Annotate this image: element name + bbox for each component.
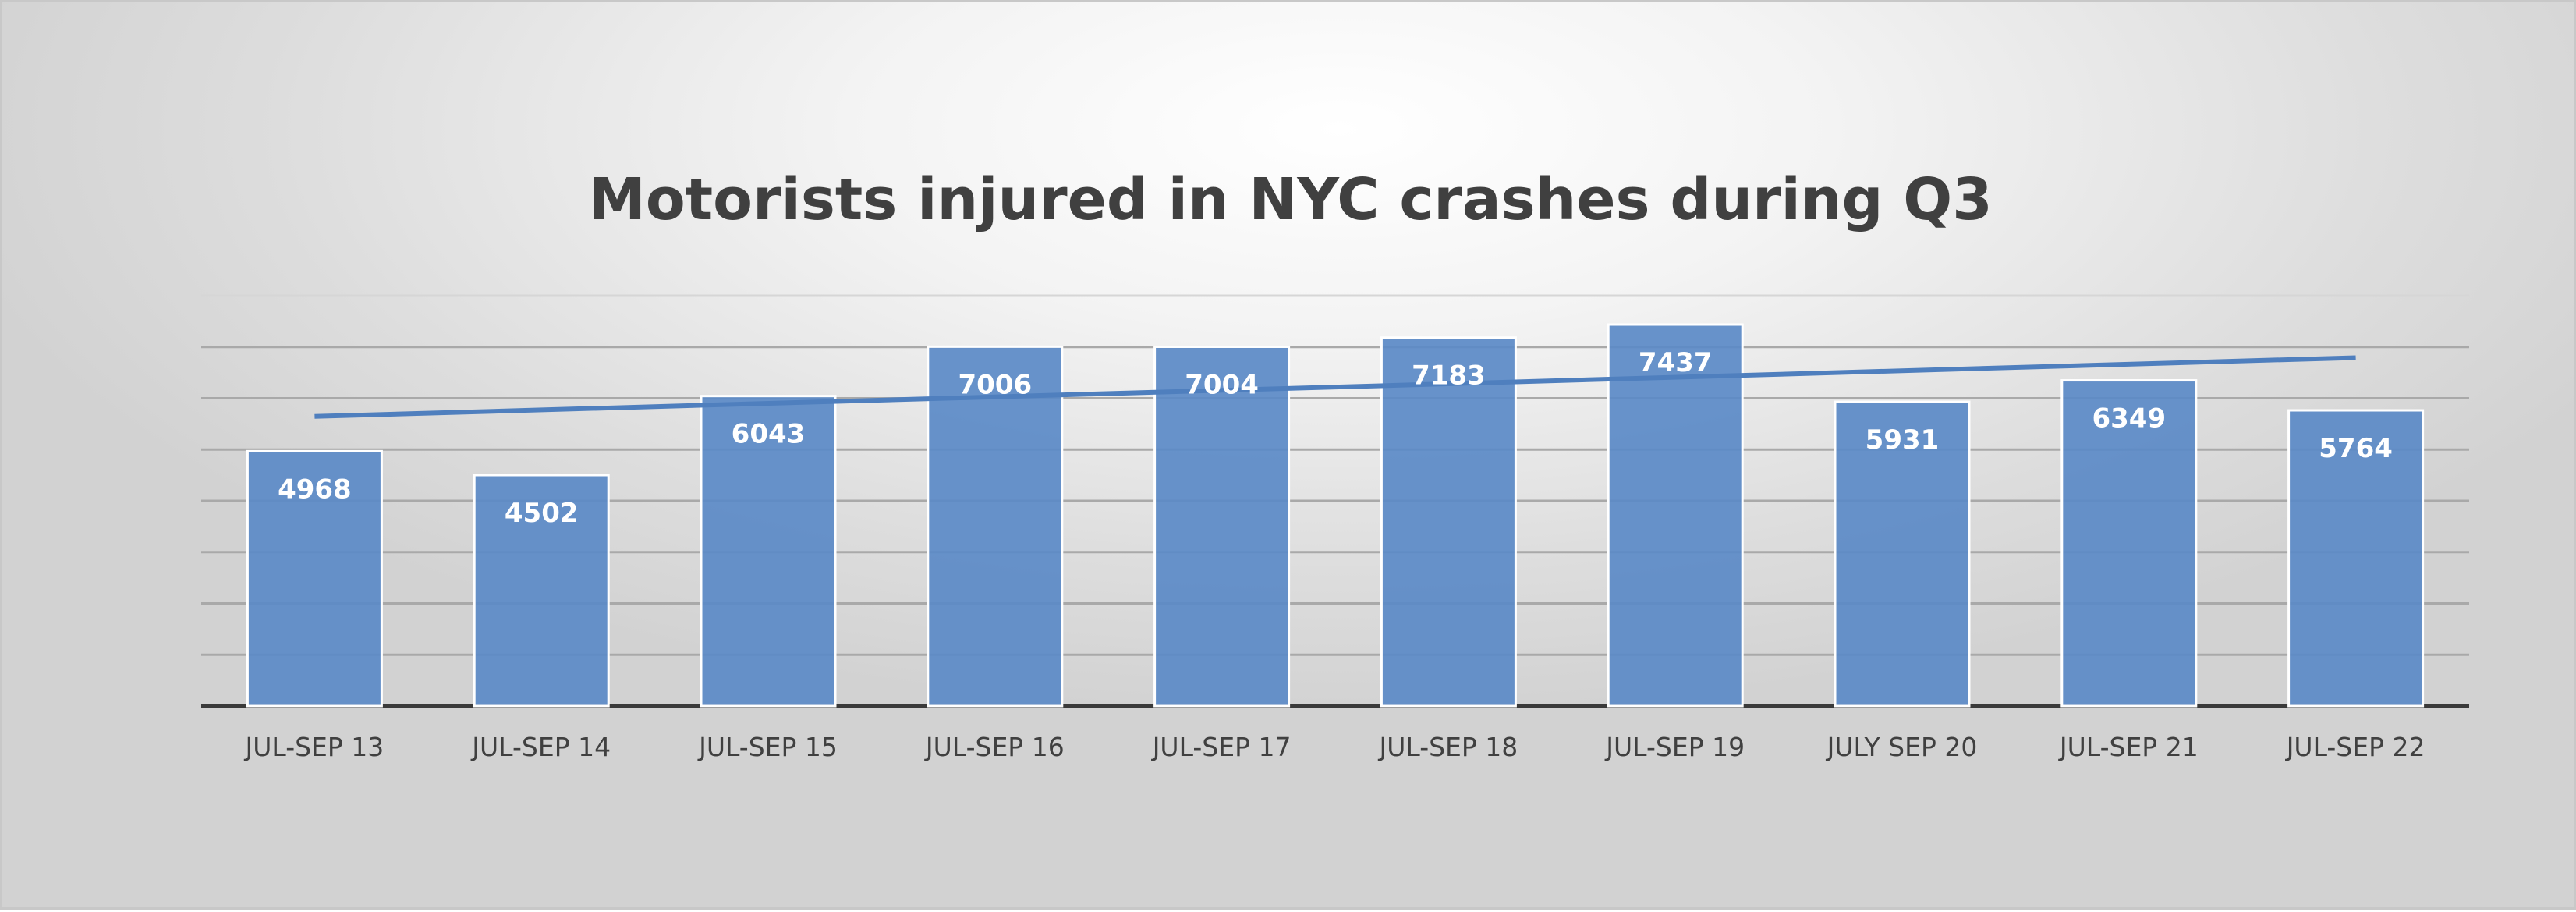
data-label: 5764 (2319, 433, 2393, 464)
trendline (314, 355, 2356, 419)
x-tick-label: JUL-SEP 15 (697, 732, 838, 762)
data-label: 7006 (958, 369, 1032, 400)
bar (246, 449, 383, 708)
bar (2287, 409, 2425, 708)
x-tick-label: JUL-SEP 17 (1151, 732, 1292, 762)
data-label: 6349 (2092, 403, 2166, 435)
data-label: 4968 (278, 474, 352, 505)
bar (700, 395, 837, 708)
data-label: 4502 (505, 498, 579, 529)
bar (2060, 379, 2198, 708)
data-label: 7183 (1412, 360, 1486, 392)
data-label: 7437 (1639, 347, 1713, 378)
x-tick-label: JUL-SEP 22 (2285, 732, 2425, 762)
bar (1153, 345, 1291, 708)
x-tick-label: JUL-SEP 14 (470, 732, 611, 762)
x-tick-label: JUL-SEP 13 (244, 732, 384, 762)
data-label: 5931 (1866, 424, 1940, 456)
bar (927, 345, 1064, 708)
chart-title: Motorists injured in NYC crashes during … (588, 166, 1993, 233)
x-tick-label: JUL-SEP 16 (924, 732, 1065, 762)
x-tick-label: JUL-SEP 19 (1604, 732, 1745, 762)
bar (473, 474, 610, 708)
x-tick-label: JUL-SEP 18 (1378, 732, 1518, 762)
bar (1380, 336, 1517, 708)
data-label: 7004 (1185, 369, 1259, 400)
x-tick-label: JUL-SEP 21 (2058, 732, 2199, 762)
data-label: 6043 (732, 419, 806, 450)
bar (1607, 323, 1744, 708)
x-tick-label: JULY SEP 20 (1826, 732, 1978, 762)
bar (1834, 400, 1971, 708)
